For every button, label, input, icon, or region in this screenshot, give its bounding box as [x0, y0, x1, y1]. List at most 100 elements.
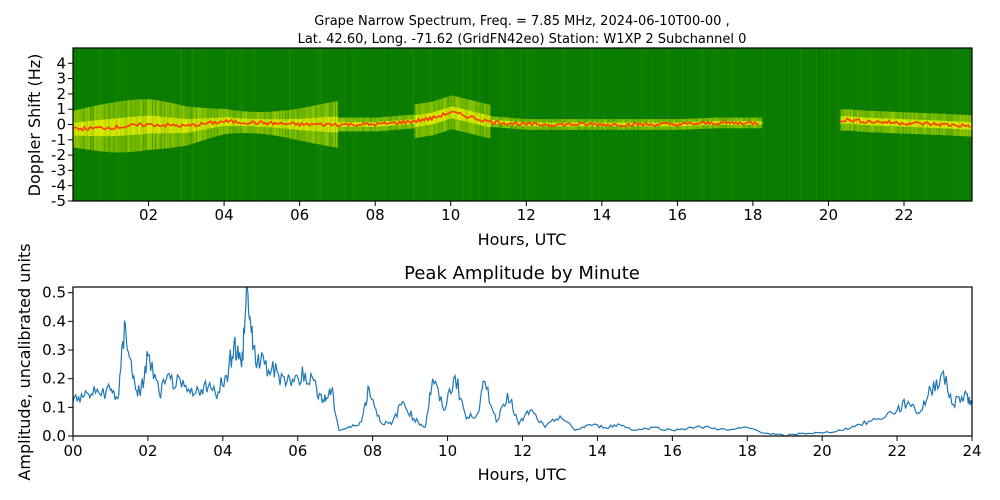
spectrogram-core-cell — [453, 107, 456, 119]
spectrogram-core-cell — [760, 121, 763, 125]
spectrogram-core-cell — [97, 120, 100, 137]
spectrogram-striation — [828, 48, 830, 201]
spectrogram-striation — [774, 48, 776, 201]
spectrogram-core-cell — [505, 120, 507, 125]
spectrogram-y-tick-label: 0 — [56, 116, 66, 134]
spectrogram-core-cell — [660, 122, 663, 127]
spectrogram-core-cell — [929, 120, 932, 128]
spectrogram-band-cell — [926, 113, 929, 135]
spectrogram-core-cell — [956, 121, 959, 129]
spectrogram-y-tick-label: 3 — [56, 70, 66, 88]
spectrogram-core-cell — [266, 119, 269, 128]
spectrogram-core-cell — [665, 122, 668, 127]
spectrogram-core-cell — [633, 122, 636, 127]
spectrogram-core-cell — [552, 122, 554, 127]
amplitude-x-tick-label: 14 — [588, 442, 607, 460]
spectrogram-striation — [437, 48, 439, 201]
amplitude-y-tick-label: 0.1 — [42, 398, 66, 416]
spectrogram-core-cell — [491, 119, 494, 124]
spectrogram-core-cell — [493, 119, 495, 124]
spectrogram-core-cell — [713, 121, 716, 125]
amplitude-x-tick-label: 12 — [513, 442, 532, 460]
amplitude-x-tick-label: 06 — [288, 442, 307, 460]
amplitude-y-tick-label: 0.5 — [42, 284, 66, 302]
spectrogram-striation — [788, 48, 790, 201]
spectrogram-core-cell — [683, 122, 686, 127]
spectrogram-core-cell — [857, 117, 860, 125]
spectrogram-core-cell — [898, 119, 900, 127]
spectrogram-core-cell — [689, 122, 692, 126]
spectrogram-core-cell — [568, 122, 571, 127]
spectrogram-core-cell — [230, 117, 232, 126]
spectrogram-striation — [195, 48, 197, 201]
spectrogram-core-cell — [899, 119, 902, 127]
amplitude-title: Peak Amplitude by Minute — [404, 263, 640, 284]
spectrogram-core-cell — [621, 122, 624, 127]
spectrogram-band-cell — [479, 102, 482, 137]
spectrogram-y-tick-label: -1 — [51, 131, 66, 149]
spectrogram-core-cell — [458, 108, 461, 120]
spectrogram-x-tick-label: 20 — [819, 206, 838, 224]
spectrogram-band-cell — [326, 102, 329, 147]
spectrogram-striation — [818, 48, 820, 201]
spectrogram-core-cell — [467, 110, 470, 123]
spectrogram-striation — [449, 48, 452, 201]
spectrogram-striation — [836, 48, 838, 201]
spectrogram-core-cell — [103, 119, 106, 137]
spectrogram-band-cell — [396, 115, 399, 130]
spectrogram-core-cell — [623, 122, 625, 127]
spectrogram-striation — [837, 48, 840, 201]
spectrogram-core-cell — [860, 117, 863, 125]
spectrogram-x-tick-label: 02 — [139, 206, 158, 224]
spectrogram-core-cell — [142, 116, 145, 134]
spectrogram-striation — [926, 48, 929, 201]
spectrogram-band-cell — [633, 119, 636, 130]
spectrogram-core-cell — [337, 122, 340, 127]
spectrogram-striation — [927, 48, 928, 201]
spectrogram-y-label: Doppler Shift (Hz) — [25, 54, 44, 197]
spectrogram-core-cell — [138, 116, 140, 135]
spectrogram-core-cell — [474, 112, 477, 124]
spectrogram-core-cell — [305, 118, 308, 131]
spectrogram-core-cell — [406, 119, 409, 125]
spectrogram-x-tick-label: 22 — [894, 206, 913, 224]
spectrogram-core-cell — [624, 122, 627, 127]
spectrogram-core-cell — [355, 122, 358, 127]
spectrogram-trace-line — [839, 117, 971, 129]
spectrogram-core-cell — [74, 122, 77, 136]
spectrogram-core-cell — [153, 116, 155, 134]
spectrogram-core-cell — [529, 122, 532, 127]
spectrogram-band-cell — [759, 117, 761, 129]
spectrogram-core-cell — [755, 121, 758, 125]
spectrogram-core-cell — [582, 122, 585, 127]
amplitude-x-tick-label: 08 — [363, 442, 382, 460]
spectrogram-core-cell — [700, 121, 702, 126]
spectrogram-band-cell — [529, 119, 532, 130]
spectrogram-band-cell — [958, 114, 961, 136]
spectrogram-core-cell — [539, 122, 542, 127]
spectrogram-core-cell — [604, 122, 607, 127]
spectrogram-striation — [783, 48, 785, 201]
spectrogram-core-cell — [471, 111, 474, 124]
spectrogram-core-cell — [242, 118, 245, 126]
spectrogram-core-cell — [523, 122, 526, 127]
spectrogram-core-cell — [535, 122, 538, 127]
amplitude-x-tick-label: 02 — [138, 442, 157, 460]
spectrogram-band-cell — [290, 109, 293, 139]
spectrogram-band-cell — [190, 107, 193, 145]
spectrum-title-line1: Grape Narrow Spectrum, Freq. = 7.85 MHz,… — [314, 14, 729, 29]
spectrogram-x-label: Hours, UTC — [478, 230, 567, 249]
spectrogram-striation — [823, 48, 826, 201]
spectrogram-band-cell — [455, 96, 458, 131]
spectrogram-core-cell — [464, 109, 467, 122]
spectrogram-core-cell — [662, 122, 665, 127]
spectrogram-core-cell — [620, 122, 622, 127]
spectrogram-x-tick-label: 16 — [668, 206, 687, 224]
spectrogram-core-cell — [192, 118, 195, 132]
spectrogram-core-cell — [926, 120, 929, 128]
spectrogram-y-tick-label: -5 — [51, 192, 66, 210]
spectrogram-core-cell — [130, 116, 133, 136]
spectrogram-core-cell — [255, 119, 258, 127]
spectrogram-core-cell — [452, 106, 455, 119]
